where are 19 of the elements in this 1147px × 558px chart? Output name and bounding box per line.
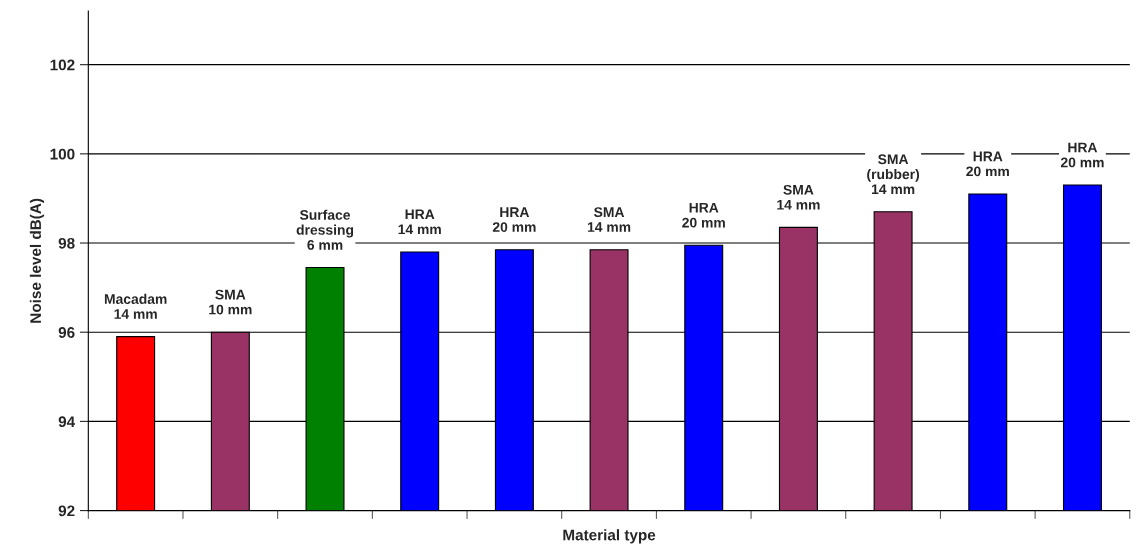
x-tick-label: HRA 20 mm — [966, 151, 1009, 177]
x-tick-label: HRA 14 mm — [398, 209, 441, 235]
y-axis-title: Noise level dB(A) — [29, 198, 45, 323]
y-tick-label: 100 — [50, 148, 75, 160]
x-tick-label: Surface dressing 6 mm — [296, 209, 354, 250]
x-tick-label: HRA 20 mm — [1060, 142, 1104, 168]
x-tick-label: SMA 10 mm — [209, 289, 252, 315]
x-tick-label: SMA 14 mm — [777, 184, 820, 210]
y-tick-label: 98 — [58, 237, 75, 249]
y-tick-label: 94 — [58, 416, 76, 428]
y-tick-label: 96 — [58, 327, 75, 338]
x-tick-label: HRA 20 mm — [492, 207, 536, 232]
x-tick-label: HRA 20 mm — [682, 202, 725, 228]
y-tick-label: 102 — [50, 59, 75, 71]
y-tick-label: 92 — [58, 505, 75, 517]
x-axis-title: Material type — [563, 529, 656, 544]
x-tick-label: SMA (rubber) 14 mm — [867, 154, 920, 194]
x-tick-label: SMA 14 mm — [587, 207, 631, 232]
x-tick-label: Macadam 14 mm — [104, 293, 167, 319]
